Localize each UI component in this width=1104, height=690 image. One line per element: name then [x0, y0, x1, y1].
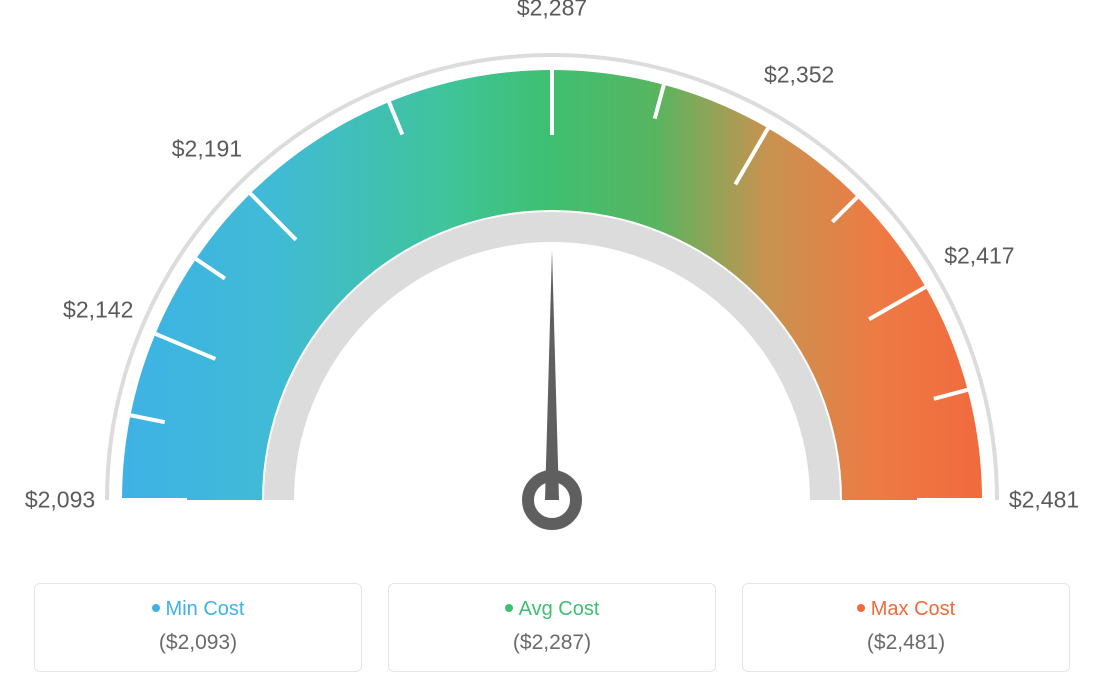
legend-value-avg: ($2,287) — [389, 631, 715, 655]
legend-value-min: ($2,093) — [35, 631, 361, 655]
legend-card-max: Max Cost ($2,481) — [742, 583, 1070, 672]
gauge-tick-label: $2,352 — [764, 61, 834, 88]
legend-card-avg: Avg Cost ($2,287) — [388, 583, 716, 672]
legend-row: Min Cost ($2,093) Avg Cost ($2,287) Max … — [0, 583, 1104, 672]
dot-icon-avg — [505, 604, 513, 612]
legend-title-max: Max Cost — [743, 598, 1069, 621]
dot-icon-min — [152, 604, 160, 612]
gauge-tick-label: $2,142 — [63, 296, 133, 323]
legend-value-max: ($2,481) — [743, 631, 1069, 655]
cost-gauge: $2,093 $2,142 $2,191 $2,287 $2,352 $2,417 $2,4… — [0, 0, 1104, 530]
dot-icon-max — [857, 604, 865, 612]
legend-card-min: Min Cost ($2,093) — [34, 583, 362, 672]
gauge-tick-label: $2,287 — [517, 0, 587, 22]
legend-title-text-avg: Avg Cost — [519, 598, 600, 620]
gauge-tick-label: $2,093 — [25, 487, 95, 514]
gauge-tick-label: $2,417 — [944, 243, 1014, 270]
gauge-svg — [0, 0, 1104, 530]
legend-title-text-min: Min Cost — [166, 598, 245, 620]
legend-title-avg: Avg Cost — [389, 598, 715, 621]
legend-title-text-max: Max Cost — [871, 598, 955, 620]
gauge-tick-label: $2,481 — [1009, 487, 1079, 514]
gauge-tick-label: $2,191 — [172, 136, 242, 163]
legend-title-min: Min Cost — [35, 598, 361, 621]
